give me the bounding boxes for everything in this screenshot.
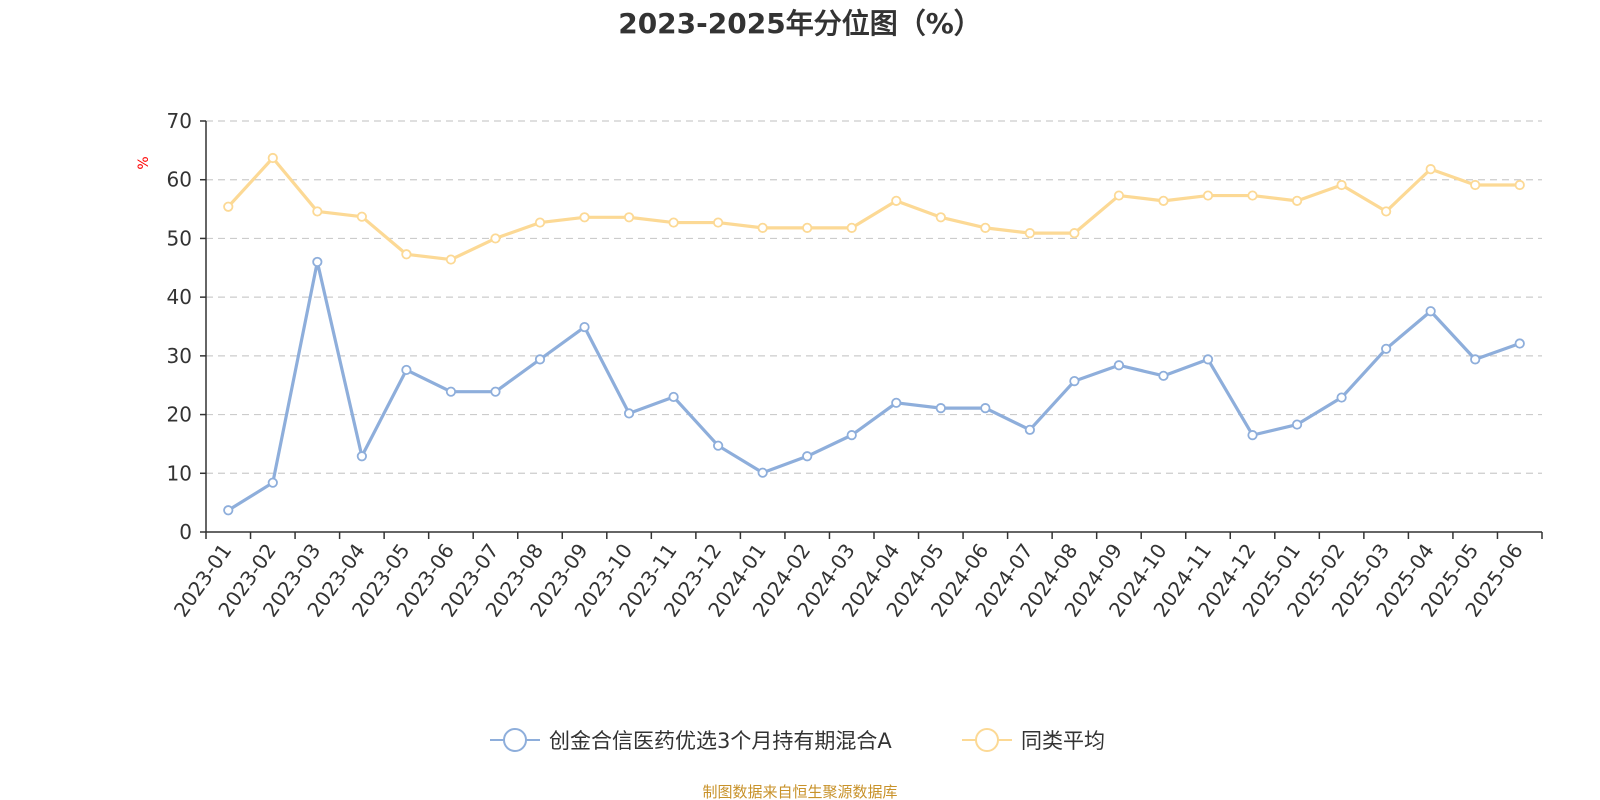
data-point (713, 217, 724, 228)
data-point (935, 403, 946, 414)
data-point (802, 451, 813, 462)
data-point (267, 152, 278, 164)
data-point (312, 256, 323, 268)
data-point (802, 222, 813, 233)
data-point (1024, 424, 1035, 435)
data-point (1069, 228, 1080, 239)
data-point (757, 467, 768, 478)
data-point (1336, 179, 1347, 191)
data-point (713, 440, 724, 451)
data-point (490, 386, 501, 397)
data-point (668, 391, 679, 403)
data-point (401, 249, 412, 260)
data-point (1291, 195, 1303, 206)
data-point (1381, 206, 1392, 217)
legend-marker-icon (975, 728, 999, 752)
data-point (1024, 228, 1035, 239)
series-line (227, 156, 1520, 262)
y-tick-label: 10 (167, 461, 192, 485)
data-point (1202, 354, 1214, 365)
data-point (445, 254, 457, 265)
data-point (1425, 164, 1436, 175)
y-tick-label: 50 (167, 226, 192, 250)
data-point (1291, 419, 1303, 430)
data-point (668, 217, 679, 228)
data-point (1514, 179, 1525, 191)
legend-marker-icon (503, 728, 527, 752)
legend-item-2[interactable]: 同类平均 (962, 728, 1105, 753)
data-point (891, 195, 902, 206)
legend-label: 同类平均 (1021, 729, 1105, 753)
data-point (223, 201, 234, 212)
data-point (1514, 338, 1525, 349)
data-point (579, 212, 590, 223)
data-point (623, 212, 635, 223)
data-point (356, 451, 367, 462)
series-2 (223, 152, 1525, 265)
data-point (623, 408, 635, 419)
data-point (534, 217, 546, 228)
data-point (846, 430, 857, 441)
data-point (846, 222, 857, 233)
y-tick-label: 0 (179, 520, 192, 544)
y-tick-label: 20 (167, 403, 192, 427)
data-source-note: 制图数据来自恒生聚源数据库 (702, 783, 897, 800)
data-point (1470, 354, 1481, 365)
data-point (980, 222, 991, 233)
series-1 (223, 256, 1525, 516)
data-point (757, 222, 768, 233)
data-point (534, 354, 546, 365)
data-point (267, 477, 278, 488)
data-point (891, 397, 902, 408)
y-tick-label: 40 (167, 285, 192, 309)
data-point (223, 505, 234, 516)
data-point (445, 386, 457, 397)
data-point (980, 403, 991, 414)
data-point (1113, 360, 1125, 371)
data-point (1158, 370, 1169, 381)
data-point (1381, 343, 1392, 354)
series-layer (223, 152, 1525, 516)
data-point (1202, 190, 1214, 201)
y-tick-label: 70 (167, 109, 192, 133)
data-point (579, 321, 590, 333)
chart-title: 2023-2025年分位图（%） (618, 7, 982, 40)
y-tick-label: 60 (167, 168, 192, 192)
data-point (312, 206, 323, 217)
data-point (1470, 179, 1481, 191)
data-point (490, 233, 501, 244)
data-point (401, 364, 412, 376)
y-axis-label: % (136, 156, 152, 169)
data-point (935, 212, 946, 223)
data-point (356, 211, 367, 222)
series-line (227, 260, 1521, 512)
legend[interactable]: 创金合信医药优选3个月持有期混合A 同类平均 (490, 728, 1105, 753)
data-point (1158, 195, 1169, 206)
legend-label: 创金合信医药优选3个月持有期混合A (549, 729, 892, 753)
grid-lines (206, 120, 1542, 474)
legend-item-1[interactable]: 创金合信医药优选3个月持有期混合A (490, 728, 892, 753)
data-point (1425, 306, 1436, 317)
data-point (1336, 392, 1347, 403)
data-point (1247, 190, 1258, 201)
data-point (1247, 430, 1258, 441)
data-point (1069, 376, 1080, 387)
y-tick-label: 30 (167, 344, 192, 368)
data-point (1113, 190, 1125, 201)
